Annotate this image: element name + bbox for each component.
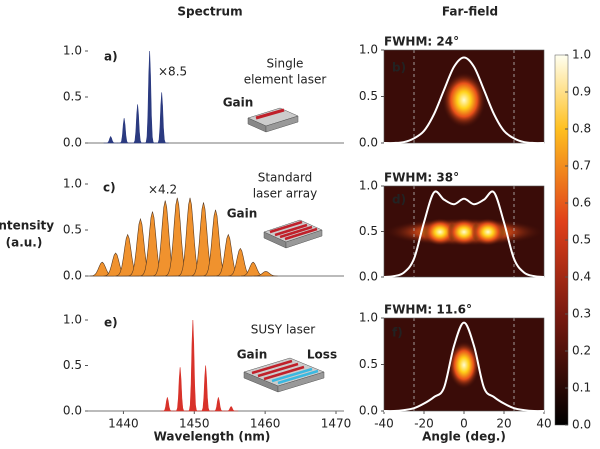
x-tick-label: 1460 bbox=[250, 417, 281, 431]
plot-frame bbox=[383, 185, 545, 278]
far-field-curve bbox=[383, 56, 545, 145]
y-tick-label: 0.0 bbox=[63, 404, 82, 418]
y-tick-label: 1.0 bbox=[359, 311, 378, 325]
x-axis-label: Angle (deg.) bbox=[422, 430, 506, 444]
y-tick-label: 1.0 bbox=[63, 313, 82, 327]
y-tick-label: 0.0 bbox=[359, 270, 378, 284]
colorbar-tick-label: 0.0 bbox=[572, 418, 591, 432]
panel-label: e) bbox=[104, 316, 118, 330]
column-title: Far-field bbox=[442, 5, 498, 19]
y-tick-label: 0.5 bbox=[359, 224, 378, 238]
laser-icons bbox=[243, 107, 325, 393]
panel-title: FWHM: 38° bbox=[384, 171, 459, 185]
plot-frame bbox=[383, 317, 545, 412]
spectral-peak bbox=[160, 397, 175, 412]
column-title: Spectrum bbox=[177, 5, 242, 19]
y-tick-label: 0.0 bbox=[359, 404, 378, 418]
colorbar-tick-label: 0.7 bbox=[572, 159, 591, 173]
y-tick-label: 0.5 bbox=[63, 358, 82, 372]
spectral-peak bbox=[142, 50, 157, 144]
spectral-peak bbox=[224, 405, 239, 412]
annotation: Loss bbox=[307, 348, 337, 362]
spectral-peak bbox=[173, 367, 188, 412]
spectral-peak bbox=[130, 104, 145, 144]
y-axis-label: (a.u.) bbox=[6, 236, 43, 250]
panel-label: d) bbox=[392, 193, 406, 207]
colorbar-tick-label: 1.0 bbox=[572, 48, 591, 62]
x-tick-label: 1450 bbox=[179, 417, 210, 431]
y-tick-label: 0.0 bbox=[63, 136, 82, 150]
annotation: ×4.2 bbox=[148, 183, 177, 197]
spectral-peak bbox=[198, 365, 213, 412]
panel-label: a) bbox=[104, 50, 118, 64]
annotation: Gain bbox=[227, 207, 258, 221]
colorbar-tick-label: 0.6 bbox=[572, 196, 591, 210]
colorbar-tick-label: 0.3 bbox=[572, 307, 591, 321]
panel-label: b) bbox=[392, 61, 406, 75]
heatmap-spot bbox=[423, 218, 457, 246]
heatmap-spot bbox=[471, 218, 505, 246]
annotation: element laser bbox=[244, 73, 327, 87]
y-tick-label: 0.0 bbox=[359, 136, 378, 150]
x-tick-label: 0 bbox=[460, 417, 468, 431]
annotation: Standard bbox=[258, 171, 313, 185]
spectral-peak bbox=[117, 118, 132, 144]
plot-frame bbox=[383, 49, 545, 144]
y-tick-label: 0.5 bbox=[63, 223, 82, 237]
y-axis-label: Intensity bbox=[0, 219, 54, 233]
colorbar-tick-label: 0.1 bbox=[572, 381, 591, 395]
far-field-curve bbox=[383, 190, 545, 278]
colorbar-tick-label: 0.2 bbox=[572, 344, 591, 358]
colorbar-tick-label: 0.5 bbox=[572, 233, 591, 247]
annotation: laser array bbox=[253, 187, 318, 201]
far-field-curve bbox=[383, 321, 545, 413]
y-tick-label: 0.5 bbox=[63, 90, 82, 104]
annotation: Gain bbox=[237, 348, 268, 362]
heatmap-spot bbox=[447, 218, 481, 246]
y-tick-label: 1.0 bbox=[359, 43, 378, 57]
spectral-peak bbox=[154, 92, 169, 144]
annotation: Single bbox=[267, 57, 304, 71]
y-tick-label: 0.5 bbox=[359, 89, 378, 103]
panel-label: c) bbox=[103, 181, 116, 195]
x-tick-label: 20 bbox=[496, 417, 511, 431]
heatmap-spot bbox=[442, 72, 486, 128]
heatmaps bbox=[384, 50, 544, 411]
y-tick-label: 1.0 bbox=[63, 44, 82, 58]
spectral-peak bbox=[185, 319, 200, 412]
spectral-peak bbox=[211, 397, 226, 412]
x-tick-label: -40 bbox=[374, 417, 394, 431]
panel-title: FWHM: 11.6° bbox=[384, 303, 472, 317]
x-tick-label: 40 bbox=[536, 417, 551, 431]
colorbar-tick-label: 0.4 bbox=[572, 270, 591, 284]
colorbar-tick-label: 0.8 bbox=[572, 122, 591, 136]
y-tick-label: 1.0 bbox=[359, 179, 378, 193]
y-tick-label: 0.0 bbox=[63, 269, 82, 283]
x-tick-label: 1440 bbox=[108, 417, 139, 431]
heatmap-spot bbox=[448, 341, 480, 389]
x-tick-label: 1470 bbox=[321, 417, 352, 431]
annotation: ×8.5 bbox=[158, 65, 187, 79]
colorbar-tick-label: 0.9 bbox=[572, 85, 591, 99]
panel-title: FWHM: 24° bbox=[384, 35, 459, 49]
y-tick-label: 0.5 bbox=[359, 357, 378, 371]
panel-label: f) bbox=[392, 326, 403, 340]
x-tick-label: -20 bbox=[414, 417, 434, 431]
annotation: Gain bbox=[223, 96, 254, 110]
y-tick-label: 1.0 bbox=[63, 177, 82, 191]
spectral-peak bbox=[253, 271, 278, 277]
x-axis-label: Wavelength (nm) bbox=[154, 430, 271, 444]
annotation: SUSY laser bbox=[251, 323, 315, 337]
spectral-peak bbox=[103, 135, 118, 144]
